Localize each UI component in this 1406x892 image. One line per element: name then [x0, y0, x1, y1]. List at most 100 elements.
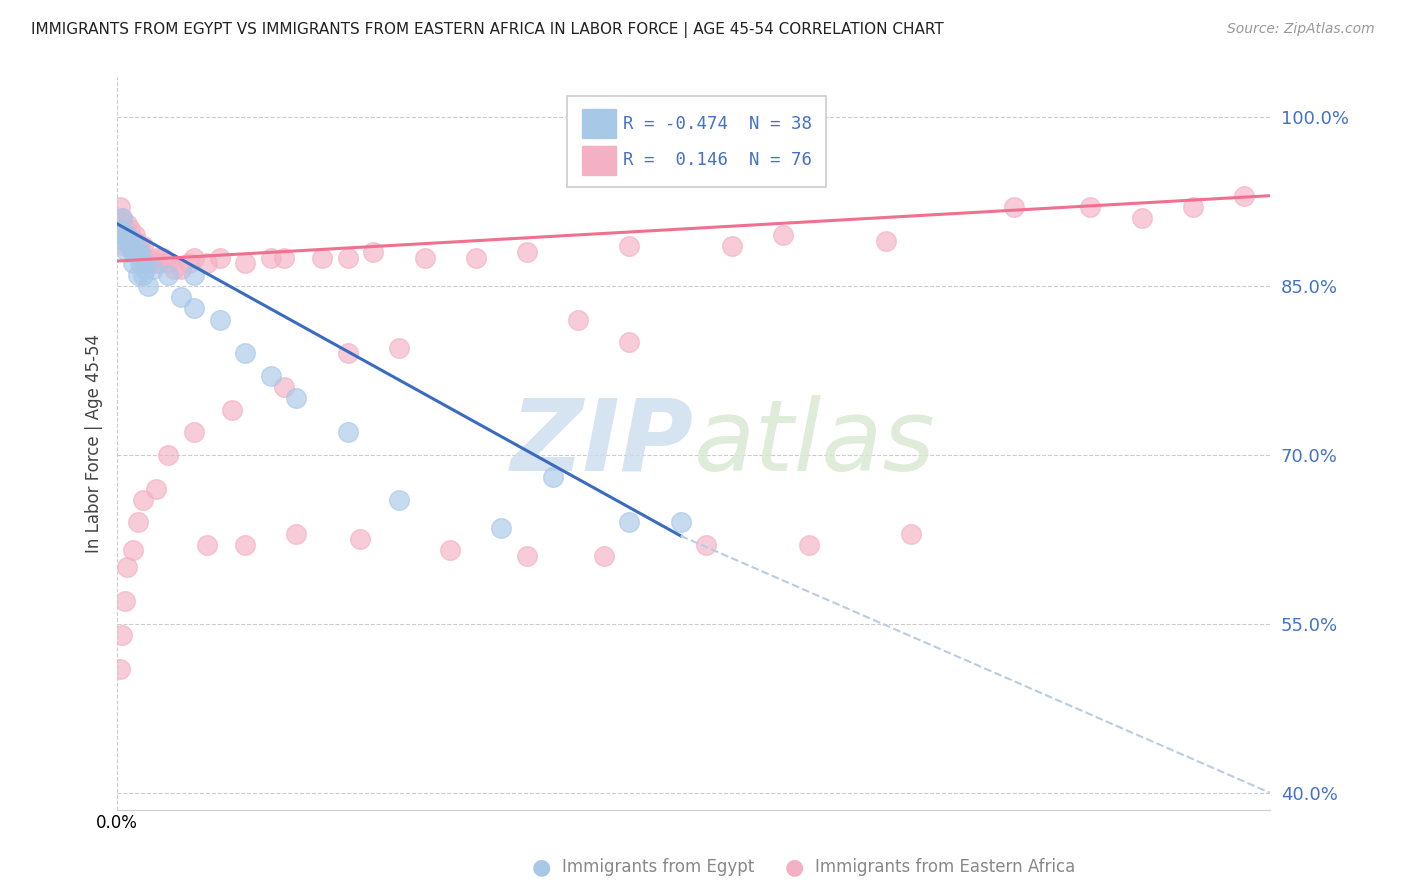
Point	[349, 533, 371, 547]
Point	[132, 492, 155, 507]
Point	[273, 380, 295, 394]
Point	[132, 268, 155, 282]
Point	[121, 543, 143, 558]
Point	[129, 256, 152, 270]
Point	[111, 211, 134, 226]
Point	[114, 234, 136, 248]
Point	[541, 470, 564, 484]
Point	[132, 256, 155, 270]
Point	[114, 594, 136, 608]
Point	[111, 211, 134, 226]
Point	[121, 234, 143, 248]
Point	[177, 256, 200, 270]
Point	[127, 268, 149, 282]
Point	[117, 245, 139, 260]
Point	[619, 239, 641, 253]
Point	[1130, 211, 1153, 226]
Point	[157, 268, 180, 282]
Point	[111, 628, 134, 642]
Point	[134, 261, 156, 276]
Point	[413, 251, 436, 265]
Point	[117, 560, 139, 574]
Point	[118, 239, 141, 253]
Bar	[582, 109, 616, 138]
Point	[285, 392, 308, 406]
Point	[260, 251, 283, 265]
Point	[121, 239, 143, 253]
Point	[285, 526, 308, 541]
Point	[132, 251, 155, 265]
Point	[145, 251, 167, 265]
Point	[233, 256, 256, 270]
Text: ●: ●	[531, 857, 551, 877]
Point	[491, 521, 513, 535]
Bar	[582, 145, 616, 175]
Point	[170, 290, 193, 304]
Point	[111, 228, 134, 243]
Point	[233, 538, 256, 552]
Point	[108, 222, 131, 236]
Point	[121, 256, 143, 270]
Point	[121, 245, 143, 260]
Point	[118, 239, 141, 253]
Point	[117, 228, 139, 243]
Text: Immigrants from Eastern Africa: Immigrants from Eastern Africa	[815, 858, 1076, 876]
Point	[388, 492, 411, 507]
Text: ●: ●	[785, 857, 804, 877]
Point	[146, 256, 169, 270]
Point	[516, 245, 538, 260]
Point	[127, 516, 149, 530]
Point	[134, 256, 156, 270]
Point	[1233, 188, 1256, 202]
Point	[363, 245, 385, 260]
Point	[388, 341, 411, 355]
Point	[127, 245, 149, 260]
Point	[1002, 200, 1025, 214]
Point	[127, 245, 149, 260]
Point	[114, 222, 136, 236]
Point	[142, 261, 165, 276]
Point	[464, 251, 486, 265]
Point	[108, 217, 131, 231]
Point	[129, 239, 152, 253]
Point	[118, 234, 141, 248]
FancyBboxPatch shape	[567, 95, 825, 187]
Point	[183, 301, 205, 316]
Point	[195, 538, 218, 552]
Point	[162, 261, 184, 276]
Point	[124, 239, 146, 253]
Point	[117, 217, 139, 231]
Point	[875, 234, 897, 248]
Point	[1181, 200, 1204, 214]
Point	[114, 228, 136, 243]
Text: IMMIGRANTS FROM EGYPT VS IMMIGRANTS FROM EASTERN AFRICA IN LABOR FORCE | AGE 45-: IMMIGRANTS FROM EGYPT VS IMMIGRANTS FROM…	[31, 22, 943, 38]
Point	[117, 228, 139, 243]
Point	[183, 425, 205, 440]
Point	[183, 268, 205, 282]
Point	[108, 200, 131, 214]
Text: R = -0.474  N = 38: R = -0.474 N = 38	[623, 114, 813, 133]
Point	[797, 538, 820, 552]
Point	[221, 402, 243, 417]
Point	[136, 251, 159, 265]
Point	[233, 346, 256, 360]
Point	[132, 239, 155, 253]
Point	[170, 261, 193, 276]
Point	[772, 228, 794, 243]
Point	[124, 234, 146, 248]
Point	[1080, 200, 1102, 214]
Text: Immigrants from Egypt: Immigrants from Egypt	[562, 858, 755, 876]
Point	[114, 239, 136, 253]
Point	[118, 222, 141, 236]
Point	[139, 256, 162, 270]
Point	[695, 538, 717, 552]
Point	[195, 256, 218, 270]
Point	[145, 482, 167, 496]
Point	[157, 448, 180, 462]
Point	[516, 549, 538, 563]
Point	[311, 251, 333, 265]
Point	[619, 335, 641, 350]
Point	[129, 245, 152, 260]
Point	[157, 256, 180, 270]
Point	[260, 368, 283, 383]
